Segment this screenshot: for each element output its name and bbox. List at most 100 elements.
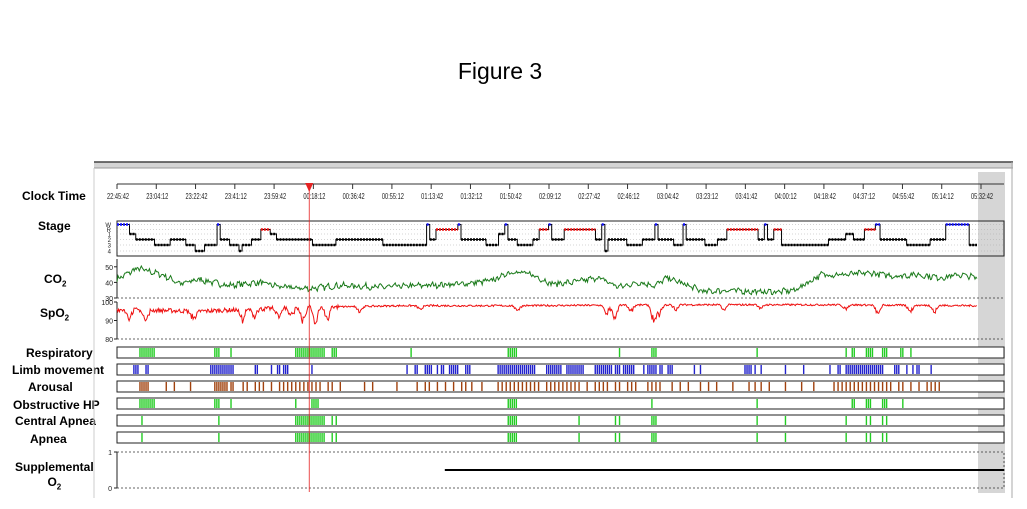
- event-mark: [456, 365, 459, 374]
- event-mark: [865, 399, 868, 408]
- event-mark: [861, 382, 864, 391]
- event-mark: [606, 382, 609, 391]
- event-mark: [286, 382, 289, 391]
- spo2-trace: [116, 303, 977, 325]
- event-mark: [618, 348, 621, 357]
- event-mark: [224, 365, 226, 374]
- event-mark: [469, 365, 471, 374]
- stage-tick-label: 1: [108, 233, 112, 239]
- event-mark: [618, 433, 621, 442]
- event-mark: [560, 365, 562, 374]
- event-mark: [845, 433, 847, 442]
- event-mark: [303, 416, 305, 425]
- event-mark: [578, 433, 580, 442]
- event-mark: [871, 348, 874, 357]
- event-mark: [317, 416, 319, 425]
- event-mark: [335, 433, 337, 442]
- event-mark: [295, 399, 297, 408]
- respiratory-label: Respiratory: [26, 346, 93, 360]
- time-tick-label: 23:41:12: [225, 192, 247, 201]
- event-mark: [145, 348, 147, 357]
- event-mark: [301, 348, 303, 357]
- event-mark: [744, 365, 746, 374]
- event-mark: [750, 365, 752, 374]
- event-mark: [651, 433, 653, 442]
- event-mark: [845, 416, 847, 425]
- event-mark: [220, 382, 222, 391]
- event-mark: [851, 348, 853, 357]
- event-mark: [873, 382, 876, 391]
- event-mark: [141, 416, 143, 425]
- time-tick-label: 01:50:42: [500, 192, 522, 201]
- event-mark: [568, 365, 570, 374]
- event-mark: [214, 365, 216, 374]
- event-mark: [651, 399, 653, 408]
- event-channel-box: [116, 346, 1005, 359]
- event-mark: [222, 382, 224, 391]
- event-mark: [323, 348, 325, 357]
- event-mark: [218, 365, 220, 374]
- event-mark: [139, 348, 141, 357]
- stage-tick-label: 3: [108, 244, 112, 250]
- event-mark: [513, 433, 516, 442]
- event-mark: [865, 382, 868, 391]
- event-mark: [513, 365, 516, 374]
- event-mark: [881, 382, 884, 391]
- event-mark: [748, 382, 750, 391]
- event-mark: [647, 382, 649, 391]
- event-mark: [900, 348, 902, 357]
- event-mark: [533, 382, 536, 391]
- event-channel-box: [116, 380, 1005, 393]
- event-mark: [885, 399, 888, 408]
- event-mark: [849, 365, 851, 374]
- event-mark: [918, 382, 920, 391]
- event-mark: [139, 382, 141, 391]
- time-tick-label: 23:22:42: [186, 192, 208, 201]
- event-mark: [867, 365, 870, 374]
- event-mark: [839, 365, 841, 374]
- event-mark: [756, 416, 758, 425]
- time-tick-label: 05:32:42: [971, 192, 993, 201]
- event-mark: [845, 348, 847, 357]
- event-mark: [513, 348, 516, 357]
- event-mark: [515, 416, 518, 425]
- stage-hypnogram-line: [117, 224, 977, 252]
- event-mark: [311, 348, 313, 357]
- event-mark: [521, 365, 524, 374]
- event-mark: [845, 382, 847, 391]
- event-mark: [262, 382, 265, 391]
- event-mark: [321, 348, 323, 357]
- event-mark: [883, 348, 886, 357]
- event-mark: [667, 365, 669, 374]
- event-mark: [321, 416, 323, 425]
- event-mark: [331, 348, 333, 357]
- event-mark: [859, 365, 862, 374]
- event-mark: [224, 382, 226, 391]
- event-mark: [173, 382, 176, 391]
- event-mark: [896, 365, 898, 374]
- event-mark: [299, 416, 301, 425]
- central-apnea-label: Central Apnea: [15, 414, 96, 428]
- event-mark: [424, 382, 426, 391]
- event-mark: [410, 348, 412, 357]
- event-mark: [452, 365, 455, 374]
- event-mark: [323, 416, 325, 425]
- event-mark: [679, 382, 681, 391]
- event-mark: [841, 382, 843, 391]
- event-mark: [216, 348, 218, 357]
- time-tick-label: 23:59:42: [264, 192, 286, 201]
- event-mark: [898, 382, 900, 391]
- co2-trace: [116, 264, 978, 297]
- event-mark: [317, 348, 319, 357]
- event-mark: [756, 399, 758, 408]
- event-mark: [877, 382, 880, 391]
- event-mark: [276, 365, 279, 374]
- event-mark: [133, 365, 135, 374]
- event-mark: [622, 365, 625, 374]
- event-mark: [934, 382, 936, 391]
- event-mark: [851, 365, 853, 374]
- event-mark: [145, 365, 147, 374]
- event-mark: [511, 348, 513, 357]
- event-mark: [503, 365, 505, 374]
- event-mark: [321, 433, 323, 442]
